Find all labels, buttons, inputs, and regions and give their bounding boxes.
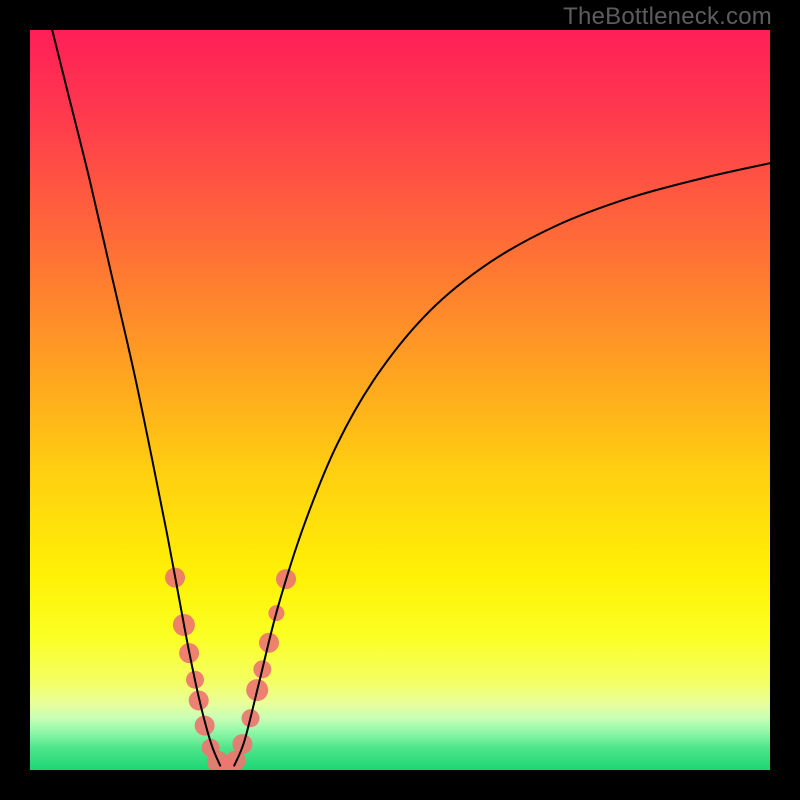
marker-group	[165, 568, 296, 770]
right-branch-curve	[234, 163, 770, 765]
chart-svg	[30, 30, 770, 770]
plot-area	[30, 30, 770, 770]
watermark-text: TheBottleneck.com	[563, 3, 772, 31]
